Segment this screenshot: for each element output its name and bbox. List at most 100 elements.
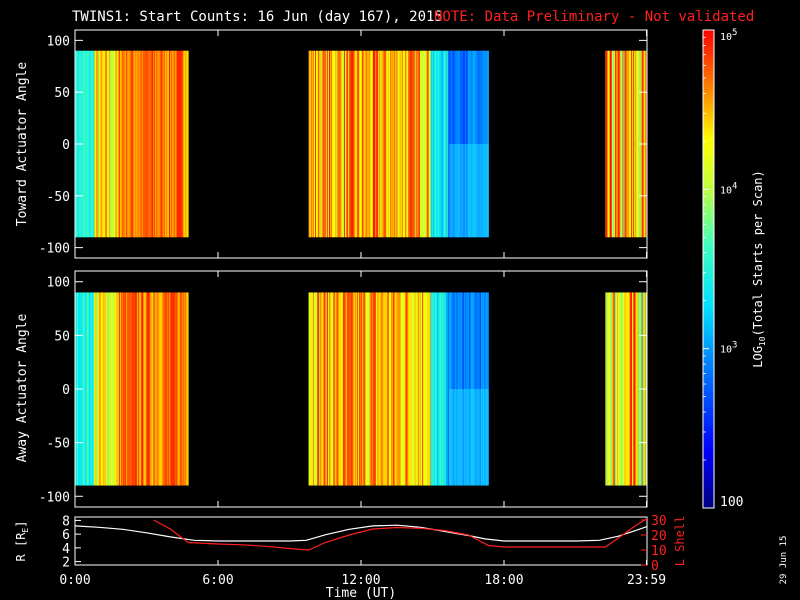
heatmap-column: [407, 50, 409, 238]
heatmap-column: [475, 292, 478, 486]
heatmap-column: [139, 292, 141, 486]
heatmap-column: [464, 50, 467, 238]
heatmap-column: [119, 50, 122, 238]
heatmap-column: [477, 292, 480, 486]
heatmap-column: [168, 50, 171, 238]
colorbar-label-rest: (Total Starts per Scan): [751, 170, 765, 336]
heatmap-column: [155, 292, 157, 486]
heatmap-column: [426, 292, 428, 486]
heatmap-column: [337, 50, 339, 238]
heatmap-column: [611, 292, 614, 486]
heatmap-column: [309, 292, 312, 486]
heatmap-column: [606, 50, 608, 238]
heatmap-column: [101, 292, 104, 486]
heatmap-column: [470, 50, 472, 238]
heatmap-column: [367, 50, 369, 238]
heatmap-column: [359, 50, 362, 238]
heatmap-column: [332, 292, 334, 486]
heatmap-column: [140, 50, 142, 238]
heatmap-column: [433, 50, 436, 238]
heatmap-column: [365, 50, 367, 238]
heatmap-column: [365, 292, 367, 486]
heatmap-column: [186, 292, 188, 486]
heatmap-column: [384, 292, 387, 486]
heatmap-column: [401, 50, 404, 238]
heatmap-column: [403, 50, 406, 238]
y-tick-label: 0: [62, 383, 70, 398]
heatmap-column: [470, 292, 472, 486]
heatmap-column: [86, 292, 89, 486]
heatmap-column: [110, 50, 112, 238]
heatmap-column: [97, 50, 99, 238]
heatmap-column: [376, 292, 378, 486]
heatmap-column: [381, 292, 383, 486]
heatmap-column: [320, 292, 322, 486]
heatmap-column: [308, 292, 311, 486]
heatmap-column: [362, 50, 364, 238]
heatmap-column: [328, 292, 331, 486]
heatmap-column: [143, 292, 145, 486]
heatmap-column: [485, 292, 487, 486]
heatmap-column: [114, 292, 116, 486]
heatmap-column: [414, 292, 417, 486]
heatmap-column: [473, 292, 475, 486]
heatmap-column: [104, 292, 107, 486]
away-angle-panel: 100 50 0 -50 -100 Away Actuator Angle: [15, 270, 648, 508]
heatmap-column: [105, 292, 108, 486]
heatmap-column: [351, 50, 353, 238]
heatmap-column: [453, 50, 455, 238]
heatmap-column: [159, 292, 161, 486]
heatmap-column: [444, 292, 447, 486]
heatmap-column: [160, 292, 162, 486]
heatmap-column: [404, 292, 407, 486]
heatmap-column: [109, 292, 111, 486]
heatmap-column: [355, 292, 358, 486]
heatmap-column: [611, 50, 614, 238]
heatmap-column: [445, 292, 448, 486]
heatmap-column: [124, 50, 126, 238]
heatmap-column: [386, 50, 389, 238]
heatmap-column: [406, 50, 408, 238]
heatmap-column: [629, 292, 632, 486]
heatmap-column: [434, 292, 437, 486]
heatmap-column: [608, 292, 610, 486]
heatmap-column: [358, 50, 361, 238]
heatmap-column: [318, 50, 320, 238]
heatmap-column: [369, 292, 372, 486]
heatmap-column: [637, 292, 639, 486]
heatmap-column: [174, 292, 176, 486]
heatmap-column: [449, 50, 452, 238]
heatmap-column: [407, 292, 409, 486]
heatmap-column: [624, 292, 627, 486]
heatmap-column: [459, 50, 462, 238]
heatmap-column: [607, 292, 609, 486]
heatmap-column: [127, 50, 129, 238]
heatmap-column: [370, 292, 373, 486]
heatmap-column: [152, 292, 155, 486]
heatmap-column: [463, 50, 466, 238]
heatmap-column: [380, 50, 382, 238]
heatmap-column: [461, 292, 464, 486]
heatmap-column: [368, 292, 371, 486]
heatmap-column: [393, 50, 395, 238]
heatmap-column: [404, 50, 407, 238]
heatmap-column: [83, 292, 86, 486]
heatmap-column: [409, 50, 411, 238]
heatmap-column: [156, 50, 158, 238]
heatmap-column: [142, 292, 144, 486]
heatmap-column: [441, 292, 443, 486]
heatmap-column: [433, 292, 436, 486]
heatmap-column: [430, 50, 433, 238]
heatmap-column: [180, 50, 183, 238]
heatmap-column: [410, 292, 412, 486]
heatmap-column: [426, 50, 428, 238]
heatmap-column: [148, 292, 151, 486]
lshell-tick-label: 10: [651, 544, 667, 559]
heatmap-column: [311, 50, 314, 238]
heatmap-column: [182, 292, 185, 486]
heatmap-column: [487, 50, 489, 238]
heatmap-column: [128, 50, 130, 238]
heatmap-column: [483, 50, 485, 238]
